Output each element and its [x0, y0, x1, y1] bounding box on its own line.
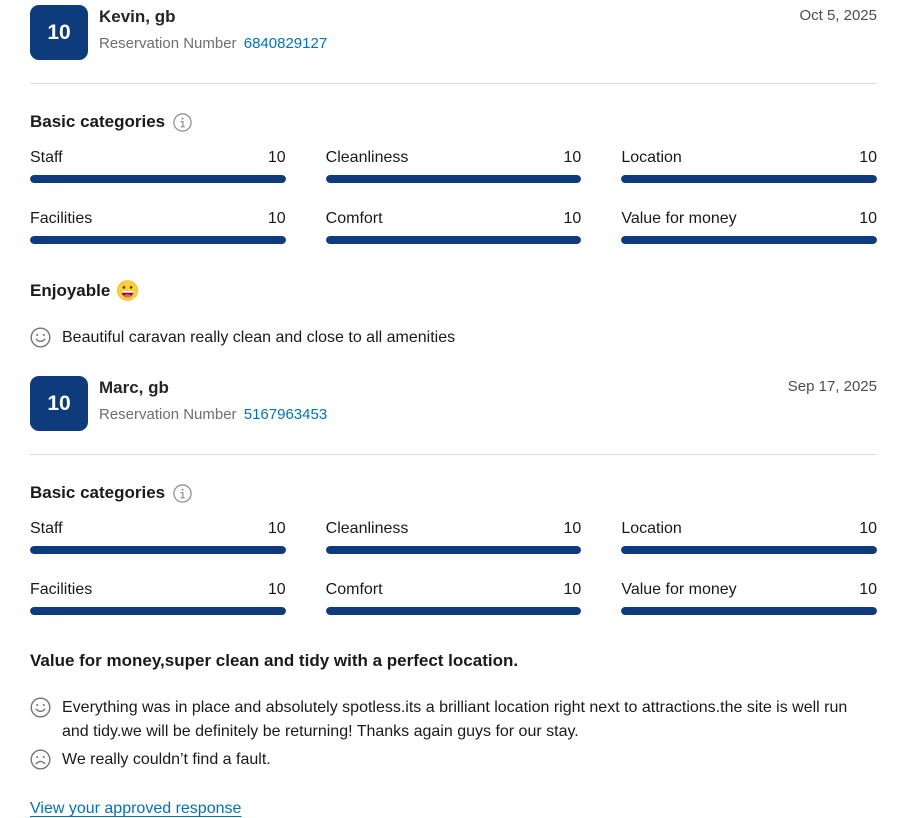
reservation-label: Reservation Number	[99, 35, 237, 52]
guest-block: Marc, gb Reservation Number 5167963453	[99, 376, 327, 423]
review-date: Sep 17, 2025	[787, 378, 877, 395]
category-item: Facilities 10	[30, 580, 286, 615]
category-score: 10	[859, 581, 877, 598]
review-header: 10 Marc, gb Reservation Number 516796345…	[30, 376, 877, 432]
category-score-bar	[325, 175, 582, 183]
guest-block: Kevin, gb Reservation Number 6840829127	[99, 5, 327, 52]
category-item: Location 10	[621, 148, 877, 183]
guest-name: Marc, gb	[99, 378, 169, 397]
category-label: Cleanliness	[325, 149, 409, 166]
basic-categories-title: Basic categories	[30, 483, 166, 502]
category-score-bar	[325, 546, 582, 554]
divider	[30, 454, 877, 455]
category-item: Staff 10	[30, 148, 286, 183]
category-item: Value for money 10	[621, 580, 877, 615]
category-score-bar	[325, 236, 582, 244]
category-item: Value for money 10	[621, 209, 877, 244]
basic-categories-title: Basic categories	[30, 112, 166, 131]
review-card-kevin: 10 Kevin, gb Reservation Number 68408291…	[30, 5, 877, 350]
category-label: Facilities	[30, 581, 93, 598]
basic-categories-section: Basic categories	[30, 112, 877, 132]
view-approved-response-link[interactable]: View your approved response	[30, 800, 242, 817]
smiley-face-icon	[30, 327, 51, 348]
category-score: 10	[267, 149, 286, 166]
review-card-marc: 10 Marc, gb Reservation Number 516796345…	[30, 376, 877, 818]
review-title: Enjoyable	[30, 280, 877, 301]
category-score: 10	[267, 210, 286, 227]
negative-comment-row: We really couldn’t find a fault.	[30, 748, 877, 772]
category-item: Location 10	[621, 519, 877, 554]
category-label: Facilities	[30, 210, 93, 227]
category-label: Value for money	[621, 210, 737, 227]
category-label: Value for money	[621, 581, 737, 598]
info-icon[interactable]	[173, 483, 192, 503]
positive-comment-text: Everything was in place and absolutely s…	[62, 699, 848, 740]
guest-name: Kevin, gb	[99, 7, 176, 26]
category-item: Comfort 10	[325, 580, 582, 615]
category-label: Comfort	[325, 581, 383, 598]
sad-face-icon	[30, 749, 51, 770]
category-item: Cleanliness 10	[325, 519, 582, 554]
category-score-bar	[621, 236, 877, 244]
category-item: Comfort 10	[325, 209, 582, 244]
review-score-badge: 10	[30, 376, 88, 431]
category-score: 10	[267, 520, 286, 537]
category-label: Comfort	[325, 210, 383, 227]
category-score: 10	[859, 210, 877, 227]
category-score-bar	[621, 546, 877, 554]
smiley-face-icon	[30, 697, 51, 718]
basic-categories-section: Basic categories	[30, 483, 877, 503]
info-icon[interactable]	[173, 112, 192, 132]
category-score: 10	[563, 210, 582, 227]
category-score: 10	[267, 581, 286, 598]
reservation-label: Reservation Number	[99, 406, 237, 423]
review-title: Value for money,super clean and tidy wit…	[30, 651, 519, 670]
category-label: Location	[621, 520, 682, 537]
category-item: Cleanliness 10	[325, 148, 582, 183]
category-score: 10	[859, 149, 877, 166]
category-label: Cleanliness	[325, 520, 409, 537]
review-title-text: Enjoyable	[30, 280, 111, 300]
category-item: Staff 10	[30, 519, 286, 554]
category-score-bar	[30, 175, 286, 183]
positive-comment-text: Beautiful caravan really clean and close…	[62, 329, 456, 346]
category-score: 10	[563, 149, 582, 166]
category-score-bar	[30, 607, 286, 615]
reservation-number-link[interactable]: 6840829127	[243, 35, 328, 52]
category-score-bar	[325, 607, 582, 615]
category-score-bar	[621, 175, 877, 183]
category-label: Staff	[30, 149, 63, 166]
grinning-face-emoji	[117, 280, 138, 301]
category-score: 10	[563, 581, 582, 598]
positive-comment-row: Everything was in place and absolutely s…	[30, 696, 877, 744]
category-score: 10	[859, 520, 877, 537]
reservation-line: Reservation Number 5167963453	[99, 406, 327, 423]
category-grid: Staff 10 Cleanliness 10 Location 10 Facilit…	[30, 148, 877, 244]
positive-comment-row: Beautiful caravan really clean and close…	[30, 326, 877, 350]
category-score-bar	[30, 546, 286, 554]
category-label: Staff	[30, 520, 63, 537]
category-score-bar	[30, 236, 286, 244]
divider	[30, 83, 877, 84]
review-score-badge: 10	[30, 5, 88, 60]
category-score: 10	[563, 520, 582, 537]
review-header: 10 Kevin, gb Reservation Number 68408291…	[30, 5, 877, 61]
reservation-line: Reservation Number 6840829127	[99, 35, 327, 52]
category-grid: Staff 10 Cleanliness 10 Location 10 Facilit…	[30, 519, 877, 615]
review-date: Oct 5, 2025	[799, 7, 877, 24]
category-score-bar	[621, 607, 877, 615]
negative-comment-text: We really couldn’t find a fault.	[62, 751, 271, 768]
category-item: Facilities 10	[30, 209, 286, 244]
reservation-number-link[interactable]: 5167963453	[243, 406, 328, 423]
category-label: Location	[621, 149, 682, 166]
